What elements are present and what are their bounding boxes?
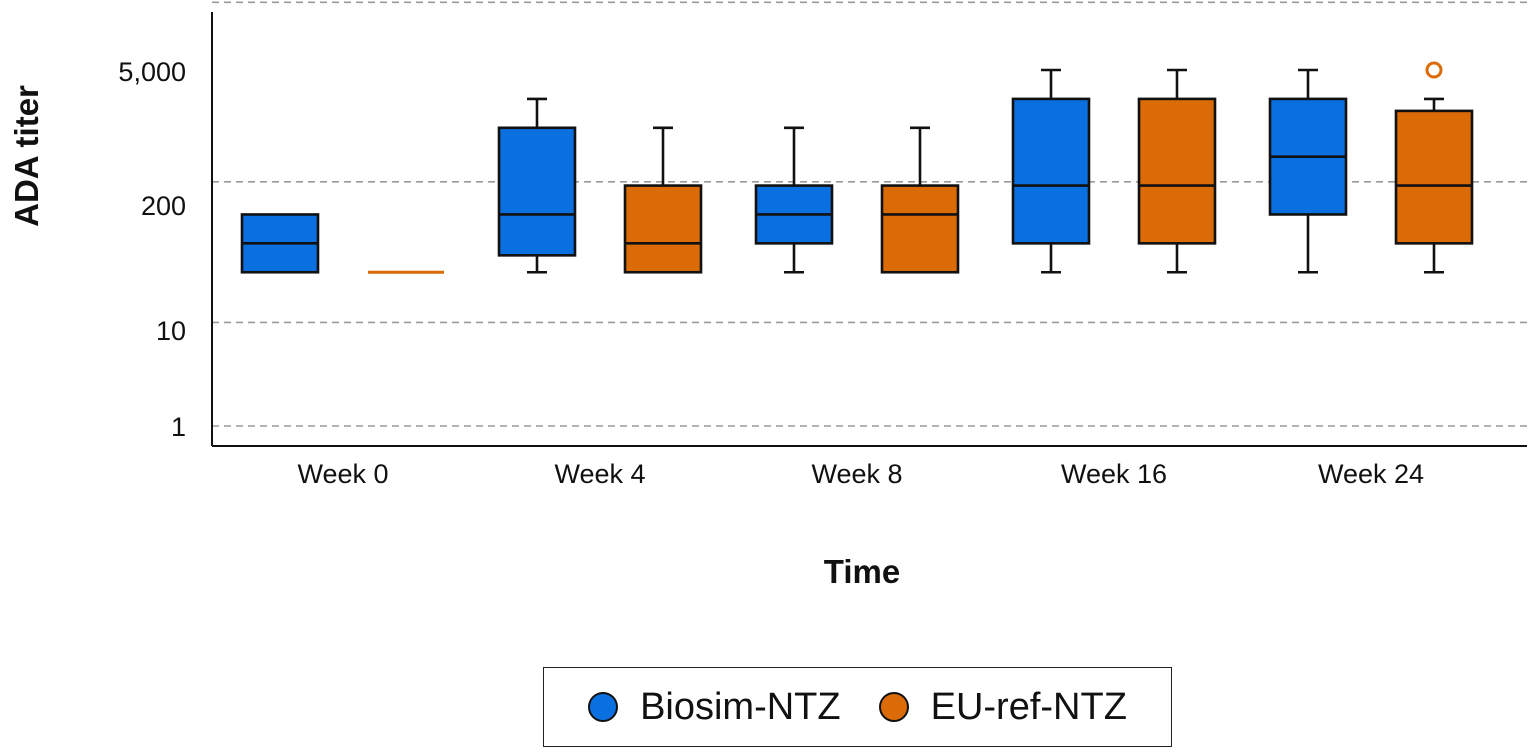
y-tick-label-3: 5,000 bbox=[118, 57, 186, 87]
box-eu-ref-ntz-4 bbox=[1394, 61, 1474, 274]
y-axis-title: ADA titer bbox=[8, 85, 45, 227]
y-tick-labels: 1 10 200 5,000 bbox=[118, 57, 186, 442]
y-tick-label-0: 1 bbox=[171, 412, 186, 442]
boxes bbox=[240, 61, 1474, 274]
box-body bbox=[623, 184, 703, 274]
legend-item-eu-ref: EU-ref-NTZ bbox=[878, 685, 1127, 729]
x-tick-label-2: Week 8 bbox=[811, 459, 902, 489]
x-tick-label-1: Week 4 bbox=[554, 459, 645, 489]
legend: Biosim-NTZ EU-ref-NTZ bbox=[543, 667, 1172, 747]
box-biosim-ntz-2 bbox=[754, 126, 834, 274]
box-eu-ref-ntz-1 bbox=[623, 126, 703, 274]
x-tick-labels: Week 0 Week 4 Week 8 Week 16 Week 24 bbox=[297, 459, 1424, 489]
box-biosim-ntz-3 bbox=[1011, 68, 1091, 274]
box-body bbox=[1137, 97, 1217, 245]
box-biosim-ntz-0 bbox=[240, 213, 320, 274]
box-body bbox=[1394, 109, 1474, 245]
x-tick-label-4: Week 24 bbox=[1318, 459, 1424, 489]
x-tick-label-3: Week 16 bbox=[1061, 459, 1167, 489]
box-eu-ref-ntz-2 bbox=[880, 126, 960, 274]
legend-swatch-eu-ref bbox=[878, 692, 909, 722]
box-body bbox=[880, 184, 960, 274]
outlier-0 bbox=[1425, 61, 1443, 79]
x-axis-title: Time bbox=[824, 553, 900, 590]
axes bbox=[211, 12, 1527, 447]
legend-item-biosim: Biosim-NTZ bbox=[588, 686, 841, 729]
legend-label-eu-ref: EU-ref-NTZ bbox=[930, 685, 1127, 728]
x-tick-label-0: Week 0 bbox=[297, 459, 388, 489]
legend-swatch-biosim bbox=[588, 692, 619, 722]
box-eu-ref-ntz-3 bbox=[1137, 68, 1217, 274]
y-tick-label-2: 200 bbox=[141, 191, 186, 221]
box-body bbox=[1011, 97, 1091, 245]
box-body bbox=[497, 126, 577, 257]
box-biosim-ntz-4 bbox=[1268, 68, 1348, 274]
box-biosim-ntz-1 bbox=[497, 97, 577, 274]
legend-label-biosim: Biosim-NTZ bbox=[640, 685, 841, 728]
y-tick-label-1: 10 bbox=[156, 316, 186, 346]
